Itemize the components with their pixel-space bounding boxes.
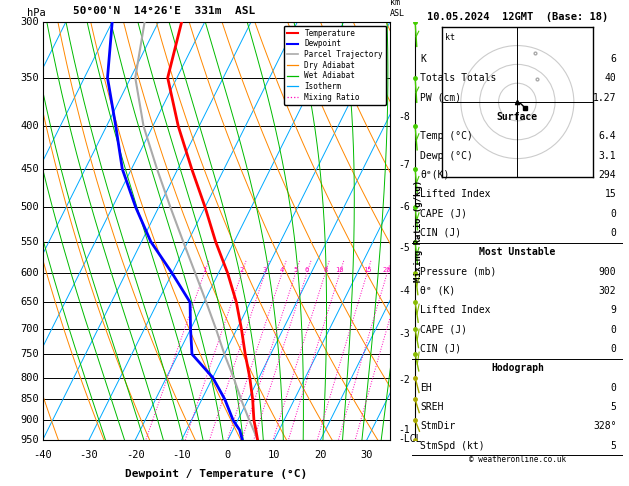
Text: -4: -4 [398,286,409,296]
Text: 1.27: 1.27 [593,92,616,103]
Text: Hodograph: Hodograph [491,363,544,373]
Text: Mixing Ratio (g/kg): Mixing Ratio (g/kg) [414,180,423,282]
Text: 15: 15 [604,189,616,199]
Text: 700: 700 [21,324,39,334]
Text: 800: 800 [21,372,39,382]
Text: 40: 40 [604,73,616,83]
Text: Pressure (mb): Pressure (mb) [420,266,497,277]
Text: Most Unstable: Most Unstable [479,247,555,257]
Text: 400: 400 [21,121,39,131]
Text: 0: 0 [611,208,616,219]
Text: 300: 300 [21,17,39,27]
Text: Dewp (°C): Dewp (°C) [420,151,473,160]
Text: 30: 30 [360,450,373,460]
Text: 20: 20 [314,450,327,460]
Text: StmDir: StmDir [420,421,455,431]
Text: hPa: hPa [27,8,46,17]
Text: 0: 0 [611,325,616,334]
Text: -40: -40 [33,450,52,460]
Text: 302: 302 [599,286,616,296]
Text: 450: 450 [21,164,39,174]
Text: 950: 950 [21,435,39,445]
Text: © weatheronline.co.uk: © weatheronline.co.uk [469,455,566,464]
Text: PW (cm): PW (cm) [420,92,462,103]
Text: Temp (°C): Temp (°C) [420,131,473,141]
Text: 8: 8 [323,267,327,273]
Text: 750: 750 [21,349,39,359]
Text: CIN (J): CIN (J) [420,344,462,354]
Text: 5: 5 [294,267,298,273]
Text: 15: 15 [363,267,371,273]
Text: 3.1: 3.1 [599,151,616,160]
Text: θᵉ(K): θᵉ(K) [420,170,450,180]
Text: 850: 850 [21,395,39,404]
Text: kt: kt [445,33,455,42]
Text: 0: 0 [611,228,616,238]
Text: 3: 3 [263,267,267,273]
Text: EH: EH [420,382,432,393]
Text: SREH: SREH [420,402,444,412]
Text: 10.05.2024  12GMT  (Base: 18): 10.05.2024 12GMT (Base: 18) [426,12,608,22]
Text: 900: 900 [599,266,616,277]
Text: -30: -30 [80,450,99,460]
Text: 6: 6 [611,54,616,64]
Text: 328°: 328° [593,421,616,431]
Text: 4: 4 [280,267,284,273]
Text: 0: 0 [611,382,616,393]
Legend: Temperature, Dewpoint, Parcel Trajectory, Dry Adiabat, Wet Adiabat, Isotherm, Mi: Temperature, Dewpoint, Parcel Trajectory… [284,26,386,105]
Text: -1: -1 [398,425,409,435]
Text: K: K [420,54,426,64]
Text: 6: 6 [305,267,309,273]
Text: 650: 650 [21,297,39,307]
Text: 0: 0 [225,450,231,460]
Text: 600: 600 [21,268,39,278]
Text: StmSpd (kt): StmSpd (kt) [420,440,485,451]
Text: 5: 5 [611,440,616,451]
Text: -10: -10 [172,450,191,460]
Text: 2: 2 [240,267,244,273]
Text: -2: -2 [398,375,409,385]
Text: -7: -7 [398,160,409,170]
Text: CIN (J): CIN (J) [420,228,462,238]
Text: 20: 20 [383,267,391,273]
Text: 350: 350 [21,73,39,83]
Text: Surface: Surface [497,112,538,122]
Text: -5: -5 [398,243,409,253]
Text: Totals Totals: Totals Totals [420,73,497,83]
Text: -LCL: -LCL [398,434,421,444]
Text: Dewpoint / Temperature (°C): Dewpoint / Temperature (°C) [125,469,308,479]
Text: -6: -6 [398,202,409,212]
Text: 1: 1 [202,267,206,273]
Text: 5: 5 [611,402,616,412]
Text: 900: 900 [21,415,39,425]
Text: 6.4: 6.4 [599,131,616,141]
Text: 0: 0 [611,344,616,354]
Text: 294: 294 [599,170,616,180]
Text: 9: 9 [611,305,616,315]
Text: CAPE (J): CAPE (J) [420,208,467,219]
Text: -3: -3 [398,329,409,339]
Text: 500: 500 [21,202,39,212]
Text: Lifted Index: Lifted Index [420,305,491,315]
Text: 10: 10 [335,267,344,273]
Text: -20: -20 [126,450,145,460]
Text: 50°00'N  14°26'E  331m  ASL: 50°00'N 14°26'E 331m ASL [73,6,255,16]
Text: θᵉ (K): θᵉ (K) [420,286,455,296]
Text: 550: 550 [21,237,39,247]
Text: -8: -8 [398,112,409,122]
Text: 10: 10 [268,450,281,460]
Text: km
ASL: km ASL [390,0,405,17]
Text: Lifted Index: Lifted Index [420,189,491,199]
Text: CAPE (J): CAPE (J) [420,325,467,334]
